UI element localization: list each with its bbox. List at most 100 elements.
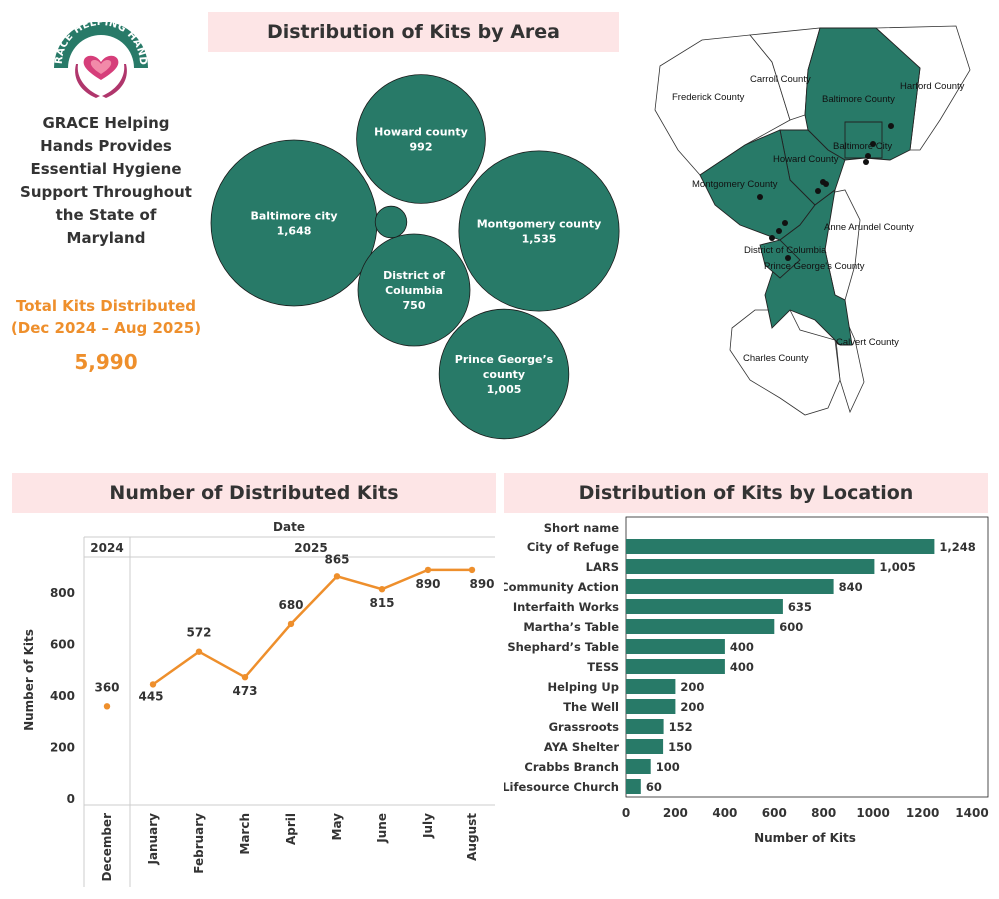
y-tick-label: 800 (50, 586, 75, 600)
bar-value-aya-shelter: 150 (668, 740, 692, 754)
bubble-name-label: Baltimore city (250, 210, 337, 223)
x-tick-may: May (330, 813, 344, 841)
x-tick-august: August (465, 813, 479, 861)
map-baltimore-city (844, 121, 883, 159)
year-2025-label: 2025 (294, 541, 327, 555)
bar-aya-shelter (626, 739, 664, 754)
x-tick-march: March (238, 813, 252, 855)
bar-helping-up (626, 679, 676, 694)
data-label-june: 815 (369, 596, 394, 610)
bar-value-helping-up: 200 (680, 680, 704, 694)
bar-category-lifesource-church: Lifesource Church (504, 780, 619, 794)
bar-header-label: Short name (544, 521, 619, 535)
bar-value-martha-s-table: 600 (779, 620, 803, 634)
line-point-july (424, 566, 432, 574)
x-tick-label: 200 (663, 806, 688, 820)
kpi-label-line2: (Dec 2024 – Aug 2025) (10, 319, 202, 337)
maryland-map: Carroll County Harford County Frederick … (654, 25, 971, 416)
org-heading: GRACE Helping Hands Provides Essential H… (20, 114, 192, 247)
line-point-march (241, 674, 249, 681)
area-bubble-chart: Baltimore city 1,648 Howard county 992 Montg… (210, 74, 620, 440)
bar-value-lars: 1,005 (879, 560, 915, 574)
bubble-name-label: District of (383, 269, 445, 282)
bar-category-the-well: The Well (563, 700, 619, 714)
year-2024-label: 2024 (90, 541, 123, 555)
bar-lars (626, 559, 875, 574)
bar-value-grassroots: 152 (669, 720, 693, 734)
x-tick-january: January (146, 813, 160, 866)
bar-category-aya-shelter: AYA Shelter (544, 740, 619, 754)
bar-community-action (626, 579, 834, 594)
map-label-charles: Charles County (743, 353, 809, 364)
bubble-name-label: county (483, 368, 525, 381)
y-tick-label: 200 (50, 741, 75, 755)
y-tick-label: 600 (50, 638, 75, 652)
bar-category-crabbs-branch: Crabbs Branch (524, 760, 619, 774)
x-tick-label: 1400 (955, 806, 988, 820)
data-label-july: 890 (415, 577, 440, 591)
bubble-name-label: Howard county (374, 126, 468, 139)
line-point-august (468, 566, 476, 574)
map-label-carroll: Carroll County (750, 74, 811, 85)
bar-category-helping-up: Helping Up (547, 680, 619, 694)
bar-lifesource-church (626, 779, 641, 794)
kpi-label: Total Kits Distributed (Dec 2024 – Aug 2… (10, 295, 202, 339)
data-label-may: 865 (324, 552, 349, 566)
bar-plot-frame (625, 516, 989, 798)
bar-value-city-of-refuge: 1,248 (939, 540, 975, 554)
y-tick-label: 0 (67, 792, 75, 806)
line-point-june (378, 586, 386, 593)
bubble-value-label: 992 (410, 141, 433, 154)
map-label-frederick: Frederick County (672, 92, 745, 103)
map-prince-georges-county (764, 188, 853, 346)
line-point-april (287, 620, 295, 628)
bar-category-city-of-refuge: City of Refuge (527, 540, 619, 554)
map-frederick-county (654, 34, 791, 176)
location-bar-chart: Short name City of Refuge 1,248 LARS 1,005 Co… (504, 516, 989, 845)
line-series-2025 (152, 568, 472, 686)
x-axis-title: Number of Kits (754, 831, 856, 845)
bar-value-tess: 400 (730, 660, 754, 674)
kpi-label-line1: Total Kits Distributed (15, 297, 196, 315)
map-label-baltimore-county: Baltimore County (822, 94, 895, 105)
date-header: Date (273, 520, 305, 534)
bar-category-grassroots: Grassroots (549, 720, 620, 734)
data-label-december: 360 (94, 680, 119, 694)
bubble-unlabeled (374, 205, 408, 239)
map-label-prince-georges: Prince George's County (764, 261, 865, 272)
bar-tess (626, 659, 725, 674)
bar-category-community-action: Community Action (504, 580, 619, 594)
bar-value-lifesource-church: 60 (646, 780, 662, 794)
bar-category-shephard-s-table: Shephard’s Table (507, 640, 619, 654)
bubble-value-label: 750 (403, 299, 426, 312)
bubble-name-label: Montgomery county (477, 218, 602, 231)
y-tick-label: 400 (50, 689, 75, 703)
bubble-howard-county (356, 74, 486, 204)
x-tick-label: 1200 (906, 806, 939, 820)
line-point-february (195, 648, 203, 655)
x-tick-december: December (100, 813, 114, 882)
kpi-value: 5,990 (74, 350, 138, 374)
data-label-april: 680 (278, 598, 303, 612)
line-point-december (103, 703, 111, 710)
bar-value-crabbs-branch: 100 (656, 760, 680, 774)
bar-value-interfaith-works: 635 (788, 600, 812, 614)
bubble-district-of-columbia (357, 233, 471, 347)
line-chart-title: Number of Distributed Kits (12, 473, 496, 513)
map-label-calvert: Calvert County (836, 337, 899, 348)
bubble-value-label: 1,648 (277, 225, 312, 238)
map-dc (759, 239, 801, 279)
map-label-harford: Harford County (900, 81, 965, 92)
bar-category-martha-s-table: Martha’s Table (523, 620, 619, 634)
area-chart-title: Distribution of Kits by Area (208, 12, 619, 52)
data-label-march: 473 (232, 684, 257, 698)
line-point-may (333, 573, 341, 580)
map-label-montgomery: Montgomery County (692, 179, 778, 190)
x-tick-april: April (284, 813, 298, 845)
data-label-january: 445 (138, 689, 163, 703)
map-label-howard: Howard County (773, 154, 839, 165)
grace-logo: GRACE HELPING HANDS (50, 22, 148, 98)
bar-martha-s-table (626, 619, 775, 634)
bubble-montgomery-county (458, 150, 620, 312)
bar-chart-title: Distribution of Kits by Location (504, 473, 988, 513)
